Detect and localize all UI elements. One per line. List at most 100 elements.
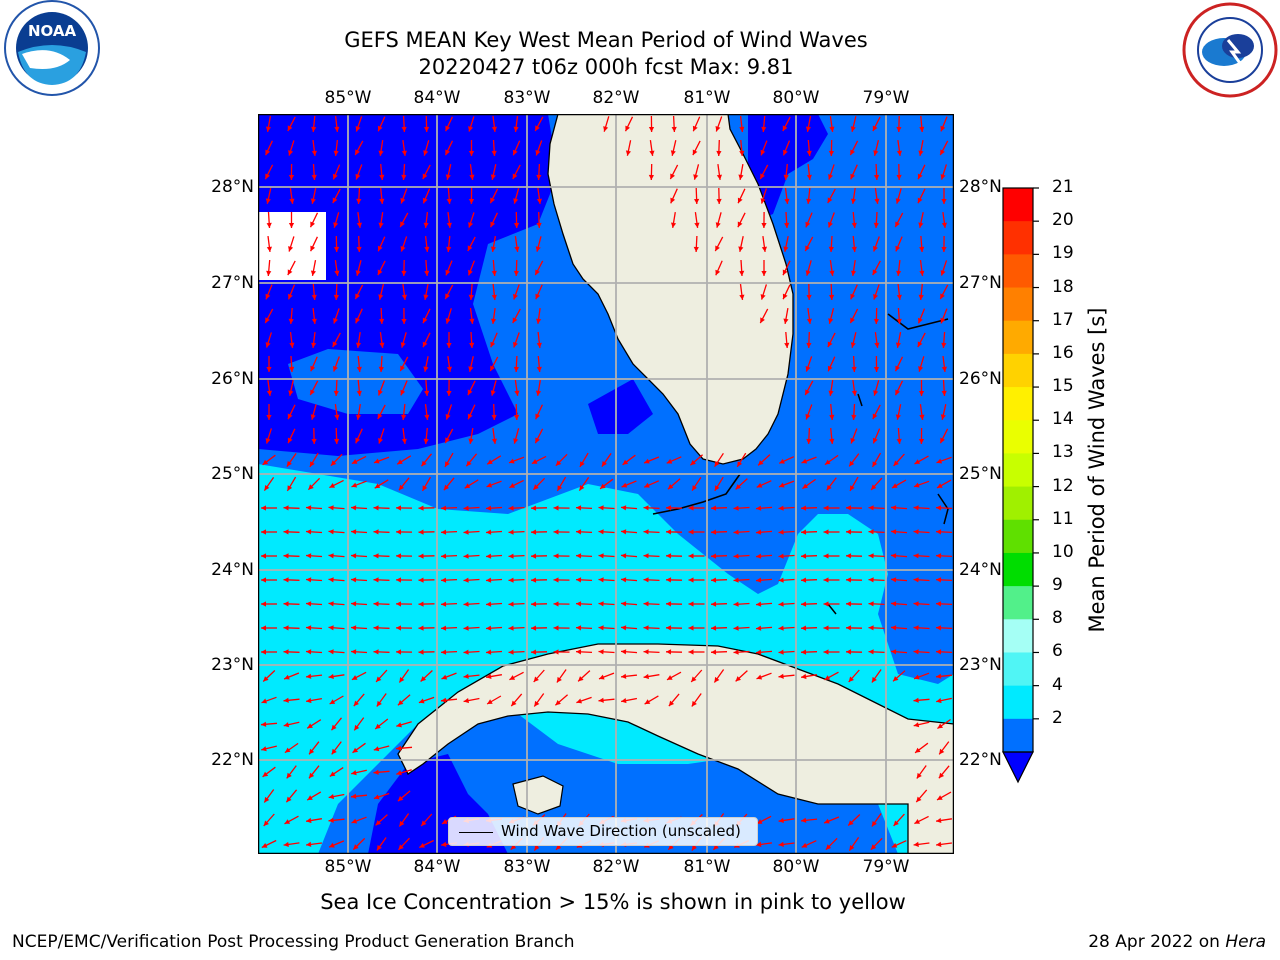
wave-direction-arrowhead — [918, 222, 924, 228]
wave-direction-arrowhead — [441, 553, 447, 559]
lon-label: 80°W — [772, 88, 820, 108]
wave-direction-arrowhead — [873, 245, 878, 252]
wave-direction-arrowhead — [714, 461, 720, 467]
wave-direction-arrowhead — [829, 438, 835, 444]
wave-direction-arrowhead — [446, 246, 452, 252]
wave-direction-arrowhead — [266, 270, 272, 276]
wave-direction-arrowhead — [443, 484, 450, 491]
wave-direction-arrowhead — [265, 438, 271, 444]
wave-direction-arrowhead — [940, 270, 946, 276]
lon-label: 79°W — [862, 88, 910, 108]
wave-direction-arrowhead — [896, 270, 902, 276]
wave-direction-arrowhead — [778, 625, 784, 631]
wave-direction-arrowhead — [513, 341, 518, 348]
wave-direction-arrowhead — [868, 601, 874, 607]
wave-direction-arrowhead — [756, 601, 762, 607]
wave-direction-arrowhead — [936, 841, 942, 847]
wave-direction-arrowhead — [918, 317, 923, 324]
wave-direction-arrowhead — [823, 553, 829, 559]
wave-direction-arrowhead — [332, 341, 338, 348]
colorbar — [1002, 187, 1039, 784]
wave-direction-arrowhead — [941, 222, 947, 228]
colorbar-tick-label: 18 — [1052, 276, 1074, 297]
wave-direction-arrowhead — [936, 625, 942, 631]
wave-direction-arrowhead — [373, 529, 379, 535]
wave-direction-arrowhead — [468, 199, 475, 204]
wave-direction-arrowhead — [711, 577, 717, 583]
wave-direction-arrowhead — [508, 577, 514, 583]
wave-direction-arrowhead — [486, 601, 492, 607]
wave-direction-arrowhead — [733, 529, 739, 535]
wave-direction-arrowhead — [756, 625, 762, 631]
wave-direction-arrowhead — [445, 125, 451, 132]
wave-direction-arrowhead — [850, 293, 856, 300]
wave-direction-arrowhead — [868, 529, 874, 535]
wave-direction-arrowhead — [711, 601, 717, 607]
wave-direction-arrowhead — [756, 553, 762, 559]
wave-direction-arrowhead — [849, 845, 855, 851]
wave-direction-arrowhead — [715, 222, 721, 228]
wave-direction-arrowhead — [761, 223, 767, 228]
wave-direction-arrowhead — [733, 577, 739, 583]
wave-direction-arrowhead — [288, 150, 294, 156]
wave-direction-arrowhead — [328, 673, 334, 679]
wave-direction-arrowhead — [422, 341, 428, 348]
wave-direction-arrowhead — [851, 222, 857, 228]
lat-label: 26°N — [211, 369, 254, 389]
wave-direction-arrowhead — [874, 174, 880, 180]
wave-direction-arrowhead — [379, 318, 385, 324]
wave-direction-arrowhead — [692, 149, 698, 156]
wave-direction-arrowhead — [940, 437, 945, 444]
wave-direction-arrowhead — [333, 318, 338, 324]
wave-direction-arrowhead — [424, 126, 430, 132]
wave-direction-arrowhead — [328, 794, 335, 800]
wave-direction-arrowhead — [491, 438, 497, 444]
wave-direction-arrowhead — [556, 676, 562, 683]
wave-direction-arrowhead — [621, 673, 627, 679]
wave-direction-arrowhead — [643, 553, 649, 559]
wave-direction-arrowhead — [514, 390, 520, 396]
wave-direction-arrowhead — [331, 748, 337, 755]
wave-direction-arrowhead — [463, 553, 469, 559]
wave-direction-arrowhead — [351, 482, 358, 488]
wave-direction-arrowhead — [913, 697, 919, 703]
wave-direction-arrowhead — [401, 174, 407, 180]
wave-direction-arrowhead — [914, 819, 920, 824]
wave-direction-arrowhead — [756, 819, 763, 824]
colorbar-swatch — [1003, 685, 1033, 720]
wave-direction-arrowhead — [805, 366, 811, 372]
colorbar-label: Mean Period of Wind Waves [s] — [1085, 307, 1109, 633]
wave-direction-arrowhead — [716, 174, 722, 180]
wave-direction-arrowhead — [379, 198, 385, 204]
wave-direction-arrowhead — [306, 505, 312, 511]
wave-direction-arrowhead — [850, 437, 856, 444]
wave-direction-arrowhead — [284, 819, 291, 824]
wave-direction-arrowhead — [896, 150, 902, 156]
wave-direction-arrowhead — [873, 294, 878, 300]
wave-direction-arrowhead — [535, 390, 542, 396]
wave-direction-arrowhead — [266, 222, 272, 228]
wave-direction-arrowhead — [377, 125, 383, 132]
wave-direction-arrowhead — [533, 484, 539, 490]
wave-direction-arrowhead — [783, 149, 788, 156]
colorbar-swatch — [1003, 221, 1033, 255]
wave-direction-arrowhead — [399, 820, 405, 827]
wave-direction-arrowhead — [915, 747, 921, 753]
wave-direction-arrowhead — [895, 389, 900, 396]
wave-direction-arrowhead — [778, 553, 784, 559]
wave-direction-arrowhead — [801, 553, 807, 559]
wave-direction-arrowhead — [711, 625, 717, 631]
colorbar-swatch — [1003, 320, 1033, 355]
wave-direction-arrowhead — [513, 293, 518, 300]
wave-direction-arrowhead — [643, 577, 649, 583]
wave-direction-arrowhead — [463, 649, 469, 655]
wave-direction-arrowhead — [351, 649, 357, 655]
wave-direction-arrowhead — [756, 649, 762, 655]
wave-direction-arrowhead — [848, 820, 854, 826]
wave-direction-arrowhead — [351, 505, 357, 511]
wave-direction-arrowhead — [355, 149, 360, 156]
wave-direction-arrowhead — [536, 222, 542, 228]
wave-direction-arrowhead — [373, 601, 379, 607]
wave-direction-arrowhead — [936, 577, 942, 583]
wave-direction-arrowhead — [739, 270, 745, 276]
